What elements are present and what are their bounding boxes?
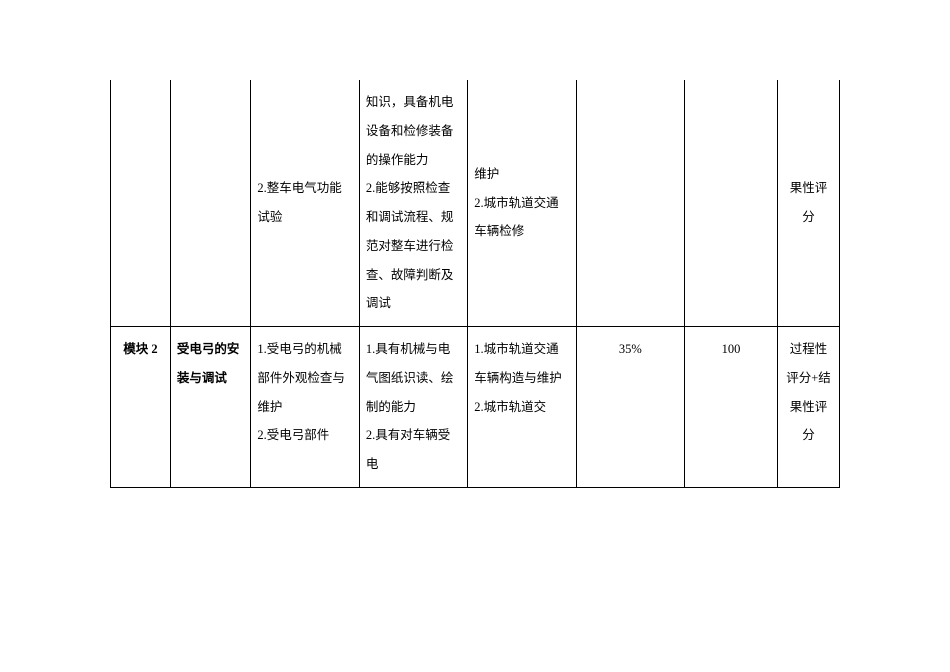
table-row: 2.整车电气功能试验 知识，具备机电设备和检修装备的操作能力 2.能够按照检查和…	[111, 80, 840, 327]
cell-tasks: 2.整车电气功能试验	[251, 80, 359, 327]
cell-objectives: 1.具有机械与电气图纸识读、绘制的能力 2.具有对车辆受电	[359, 327, 467, 488]
cell-courses: 维护 2.城市轨道交通车辆检修	[468, 80, 576, 327]
cell-score	[685, 80, 778, 327]
table-row: 模块 2 受电弓的安装与调试 1.受电弓的机械部件外观检查与维护 2.受电弓部件…	[111, 327, 840, 488]
cell-tasks: 1.受电弓的机械部件外观检查与维护 2.受电弓部件	[251, 327, 359, 488]
cell-module-id	[111, 80, 171, 327]
table-body: 2.整车电气功能试验 知识，具备机电设备和检修装备的操作能力 2.能够按照检查和…	[111, 80, 840, 487]
cell-module-name: 受电弓的安装与调试	[170, 327, 251, 488]
cell-courses: 1.城市轨道交通车辆构造与维护 2.城市轨道交	[468, 327, 576, 488]
cell-module-id: 模块 2	[111, 327, 171, 488]
cell-objectives: 知识，具备机电设备和检修装备的操作能力 2.能够按照检查和调试流程、规范对整车进…	[359, 80, 467, 327]
cell-weight: 35%	[576, 327, 684, 488]
cell-module-name	[170, 80, 251, 327]
cell-evaluation: 果性评分	[777, 80, 839, 327]
cell-weight	[576, 80, 684, 327]
curriculum-table: 2.整车电气功能试验 知识，具备机电设备和检修装备的操作能力 2.能够按照检查和…	[110, 80, 840, 488]
cell-score: 100	[685, 327, 778, 488]
cell-evaluation: 过程性评分+结果性评分	[777, 327, 839, 488]
